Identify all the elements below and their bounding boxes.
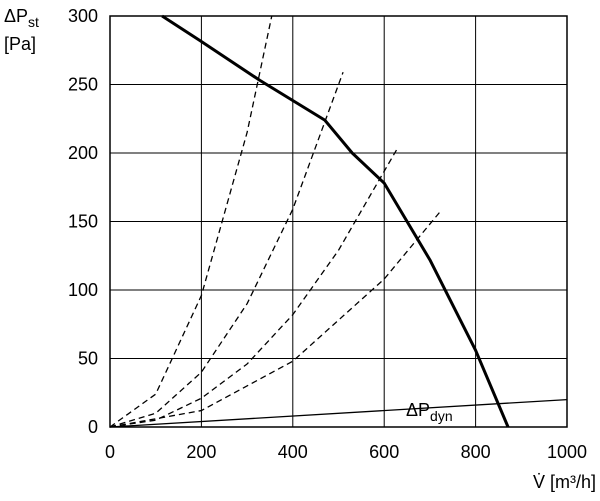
curve xyxy=(109,398,568,428)
x-tick-label: 600 xyxy=(369,442,399,462)
curve xyxy=(109,15,273,428)
y-axis-subscript: st xyxy=(28,14,39,30)
annotation-symbol: ΔP xyxy=(406,400,430,420)
curve xyxy=(109,147,399,428)
curve xyxy=(109,211,441,428)
x-tick-label: 200 xyxy=(186,442,216,462)
plot-frame xyxy=(109,15,568,428)
x-tick-label: 1000 xyxy=(547,442,587,462)
x-tick-label: 400 xyxy=(278,442,308,462)
curve xyxy=(161,14,510,428)
y-tick-label: 100 xyxy=(68,280,98,300)
y-tick-label: 50 xyxy=(78,349,98,369)
x-tick-label: 0 xyxy=(105,442,115,462)
x-tick-label: 800 xyxy=(461,442,491,462)
y-tick-label: 0 xyxy=(88,417,98,437)
y-axis-label: ΔPst xyxy=(4,6,39,30)
curve xyxy=(109,71,344,428)
y-tick-label: 250 xyxy=(68,75,98,95)
annotation: ΔPdyn xyxy=(406,400,453,424)
y-tick-label: 200 xyxy=(68,143,98,163)
annotation-subscript: dyn xyxy=(430,408,453,424)
y-axis-unit: [Pa] xyxy=(4,34,36,54)
y-axis-symbol: ΔP xyxy=(4,6,28,26)
y-tick-label: 300 xyxy=(68,6,98,26)
x-axis-label: V̇ [m³/h] xyxy=(533,472,596,492)
y-tick-label: 150 xyxy=(68,212,98,232)
